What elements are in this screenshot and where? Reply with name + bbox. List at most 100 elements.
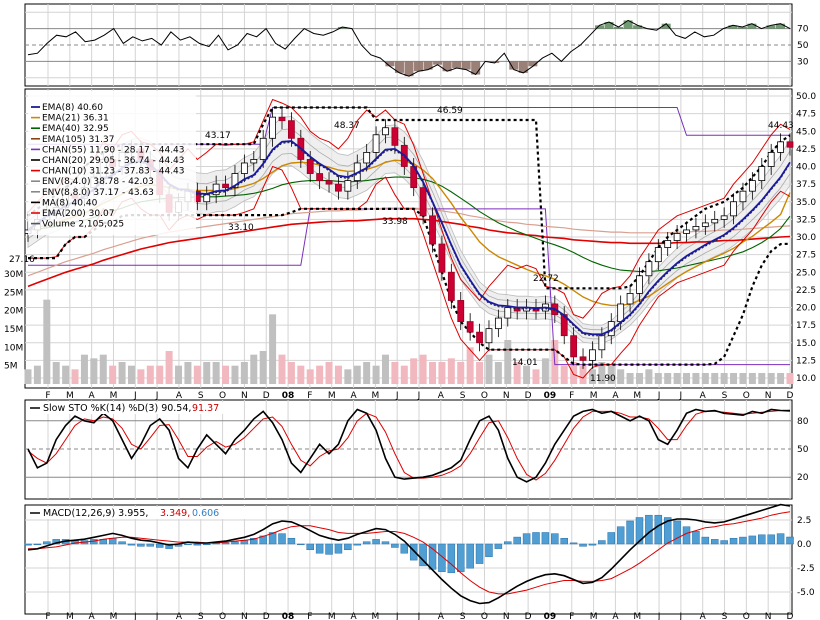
candle [269, 116, 276, 139]
month-label: A [612, 612, 619, 620]
candle [372, 134, 380, 153]
month-label: A [350, 391, 357, 401]
candle [494, 317, 502, 330]
month-label: J [417, 391, 421, 401]
macd-histogram-bar [654, 514, 663, 545]
rsi-tick: 50 [797, 41, 809, 51]
price-tick: 10.0 [796, 374, 816, 384]
month-label: S [460, 391, 466, 401]
price-tick: 20.0 [796, 304, 816, 314]
macd-histogram-bar [306, 543, 314, 551]
volume-bar [212, 362, 220, 384]
macd-histogram-bar [419, 543, 427, 567]
price-tick: 45.0 [796, 127, 816, 137]
volume-bar [579, 365, 587, 384]
price-annotation: 14.01 [512, 358, 538, 368]
month-label: J [155, 391, 159, 401]
macd-histogram-bar [409, 543, 418, 561]
legend-label: Volume 2,105,025 [42, 220, 124, 230]
month-label: J [679, 391, 683, 401]
volume-bar [127, 365, 135, 384]
price-tick: 27.5 [796, 251, 816, 261]
volume-bar [193, 365, 201, 384]
volume-bar [711, 373, 719, 384]
volume-bar [786, 373, 794, 384]
month-label: D [787, 391, 794, 401]
rsi-oversold [461, 61, 471, 70]
volume-bar [43, 299, 51, 384]
legend-label: CHAN(10) 31.23 - 37.83 - 44.43 [42, 167, 185, 177]
volume-bar [165, 351, 173, 384]
candle [325, 180, 333, 185]
macd-histogram-bar [165, 543, 173, 549]
volume-bar [306, 369, 314, 384]
volume-bar [645, 369, 653, 384]
month-label: N [765, 391, 772, 401]
rsi-oversold [442, 61, 452, 72]
macd-histogram-bar [137, 543, 145, 547]
sto-k-line [27, 408, 791, 483]
volume-bar [184, 362, 192, 384]
macd-histogram-bar [494, 543, 503, 549]
macd-histogram-bar [400, 543, 409, 554]
macd-histogram-bar [701, 536, 710, 545]
price-tick: 22.5 [796, 286, 816, 296]
legend-label: EMA(200) 30.07 [42, 209, 114, 219]
volume-bar [90, 358, 98, 384]
volume-bar [287, 362, 295, 384]
macd-histogram-bar [250, 537, 258, 545]
candle [288, 120, 295, 139]
month-label: D [263, 391, 270, 401]
sto-tick: 20 [797, 473, 809, 483]
volume-bar [250, 354, 258, 384]
candle [730, 201, 737, 217]
volume-bar [447, 358, 455, 384]
macd-histogram-bar [372, 539, 380, 545]
volume-bar [240, 362, 248, 384]
month-label: J [395, 391, 399, 401]
month-label: M [328, 612, 336, 620]
macd-tick: 2.5 [797, 516, 811, 526]
candle [457, 300, 465, 323]
month-label: 09 [544, 391, 557, 401]
candle [382, 127, 389, 136]
candle [701, 222, 709, 227]
macd-histogram-bar [155, 543, 164, 548]
candle [711, 218, 719, 224]
candle [344, 180, 352, 192]
month-label: S [722, 391, 728, 401]
volume-bar [607, 365, 615, 384]
macd-histogram-bar [513, 536, 521, 545]
candle [485, 328, 493, 344]
macd-histogram-bar [297, 543, 305, 546]
candle [626, 292, 634, 305]
price-annotation: 44.43 [768, 121, 794, 131]
macd-histogram-bar [108, 537, 117, 545]
volume-bar [33, 365, 41, 384]
macd-signal-value: 3.349, [160, 508, 190, 519]
candle [316, 173, 324, 182]
macd-histogram-bar [221, 542, 230, 545]
month-label: N [503, 612, 510, 620]
month-label: J [657, 391, 661, 401]
candle [391, 127, 399, 146]
rsi-oversold [490, 61, 500, 64]
month-label: A [700, 391, 707, 401]
volume-bar [541, 358, 549, 384]
macd-histogram-bar [682, 526, 691, 545]
macd-histogram-bar [616, 526, 625, 545]
macd-histogram-bar [287, 537, 296, 545]
month-label: 08 [282, 612, 295, 620]
candle [231, 173, 239, 189]
macd-histogram-bar [447, 543, 456, 574]
month-label: A [89, 612, 96, 620]
month-label: A [89, 391, 96, 401]
month-label: F [307, 391, 312, 401]
candle [683, 229, 690, 234]
volume-bar [344, 369, 352, 384]
macd-histogram-bar [362, 541, 371, 545]
rsi-overbought [614, 26, 624, 29]
volume-tick: 25M [4, 288, 23, 298]
month-label: F [569, 612, 574, 620]
